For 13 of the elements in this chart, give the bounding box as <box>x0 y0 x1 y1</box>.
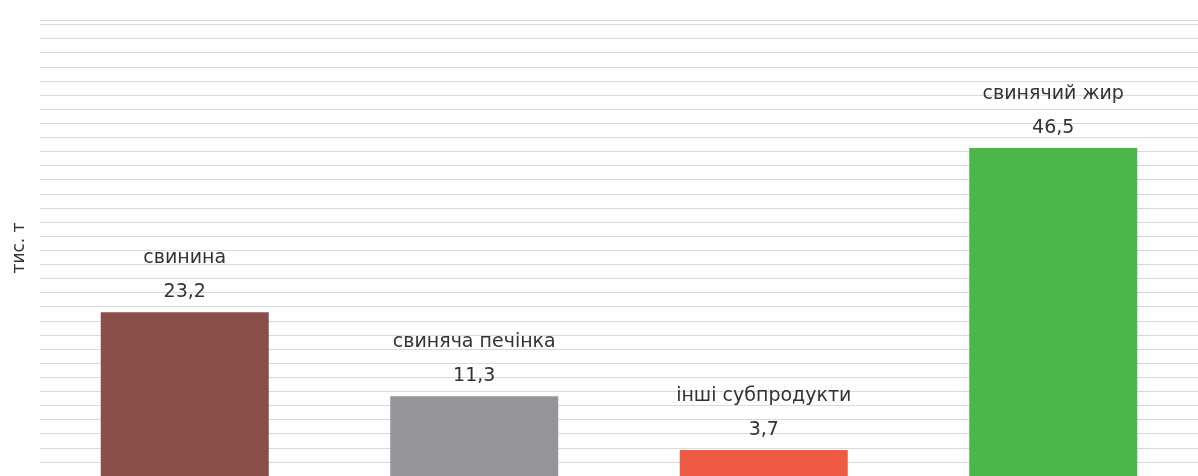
data-label: 11,3 <box>453 363 496 386</box>
data-label: 23,2 <box>163 279 206 302</box>
x-tick-label: свинина <box>143 245 227 268</box>
x-tick-label: інші субпродукти <box>676 382 852 405</box>
bar <box>100 312 269 476</box>
x-tick-label: свинячий жир <box>982 80 1124 103</box>
bar <box>679 449 848 476</box>
y-axis-title: тис. т <box>7 222 28 274</box>
data-label: 46,5 <box>1032 114 1075 137</box>
x-tick-label: свиняча печінка <box>392 329 556 352</box>
data-label: 3,7 <box>748 416 779 439</box>
bar <box>969 147 1138 476</box>
bar <box>390 396 559 476</box>
